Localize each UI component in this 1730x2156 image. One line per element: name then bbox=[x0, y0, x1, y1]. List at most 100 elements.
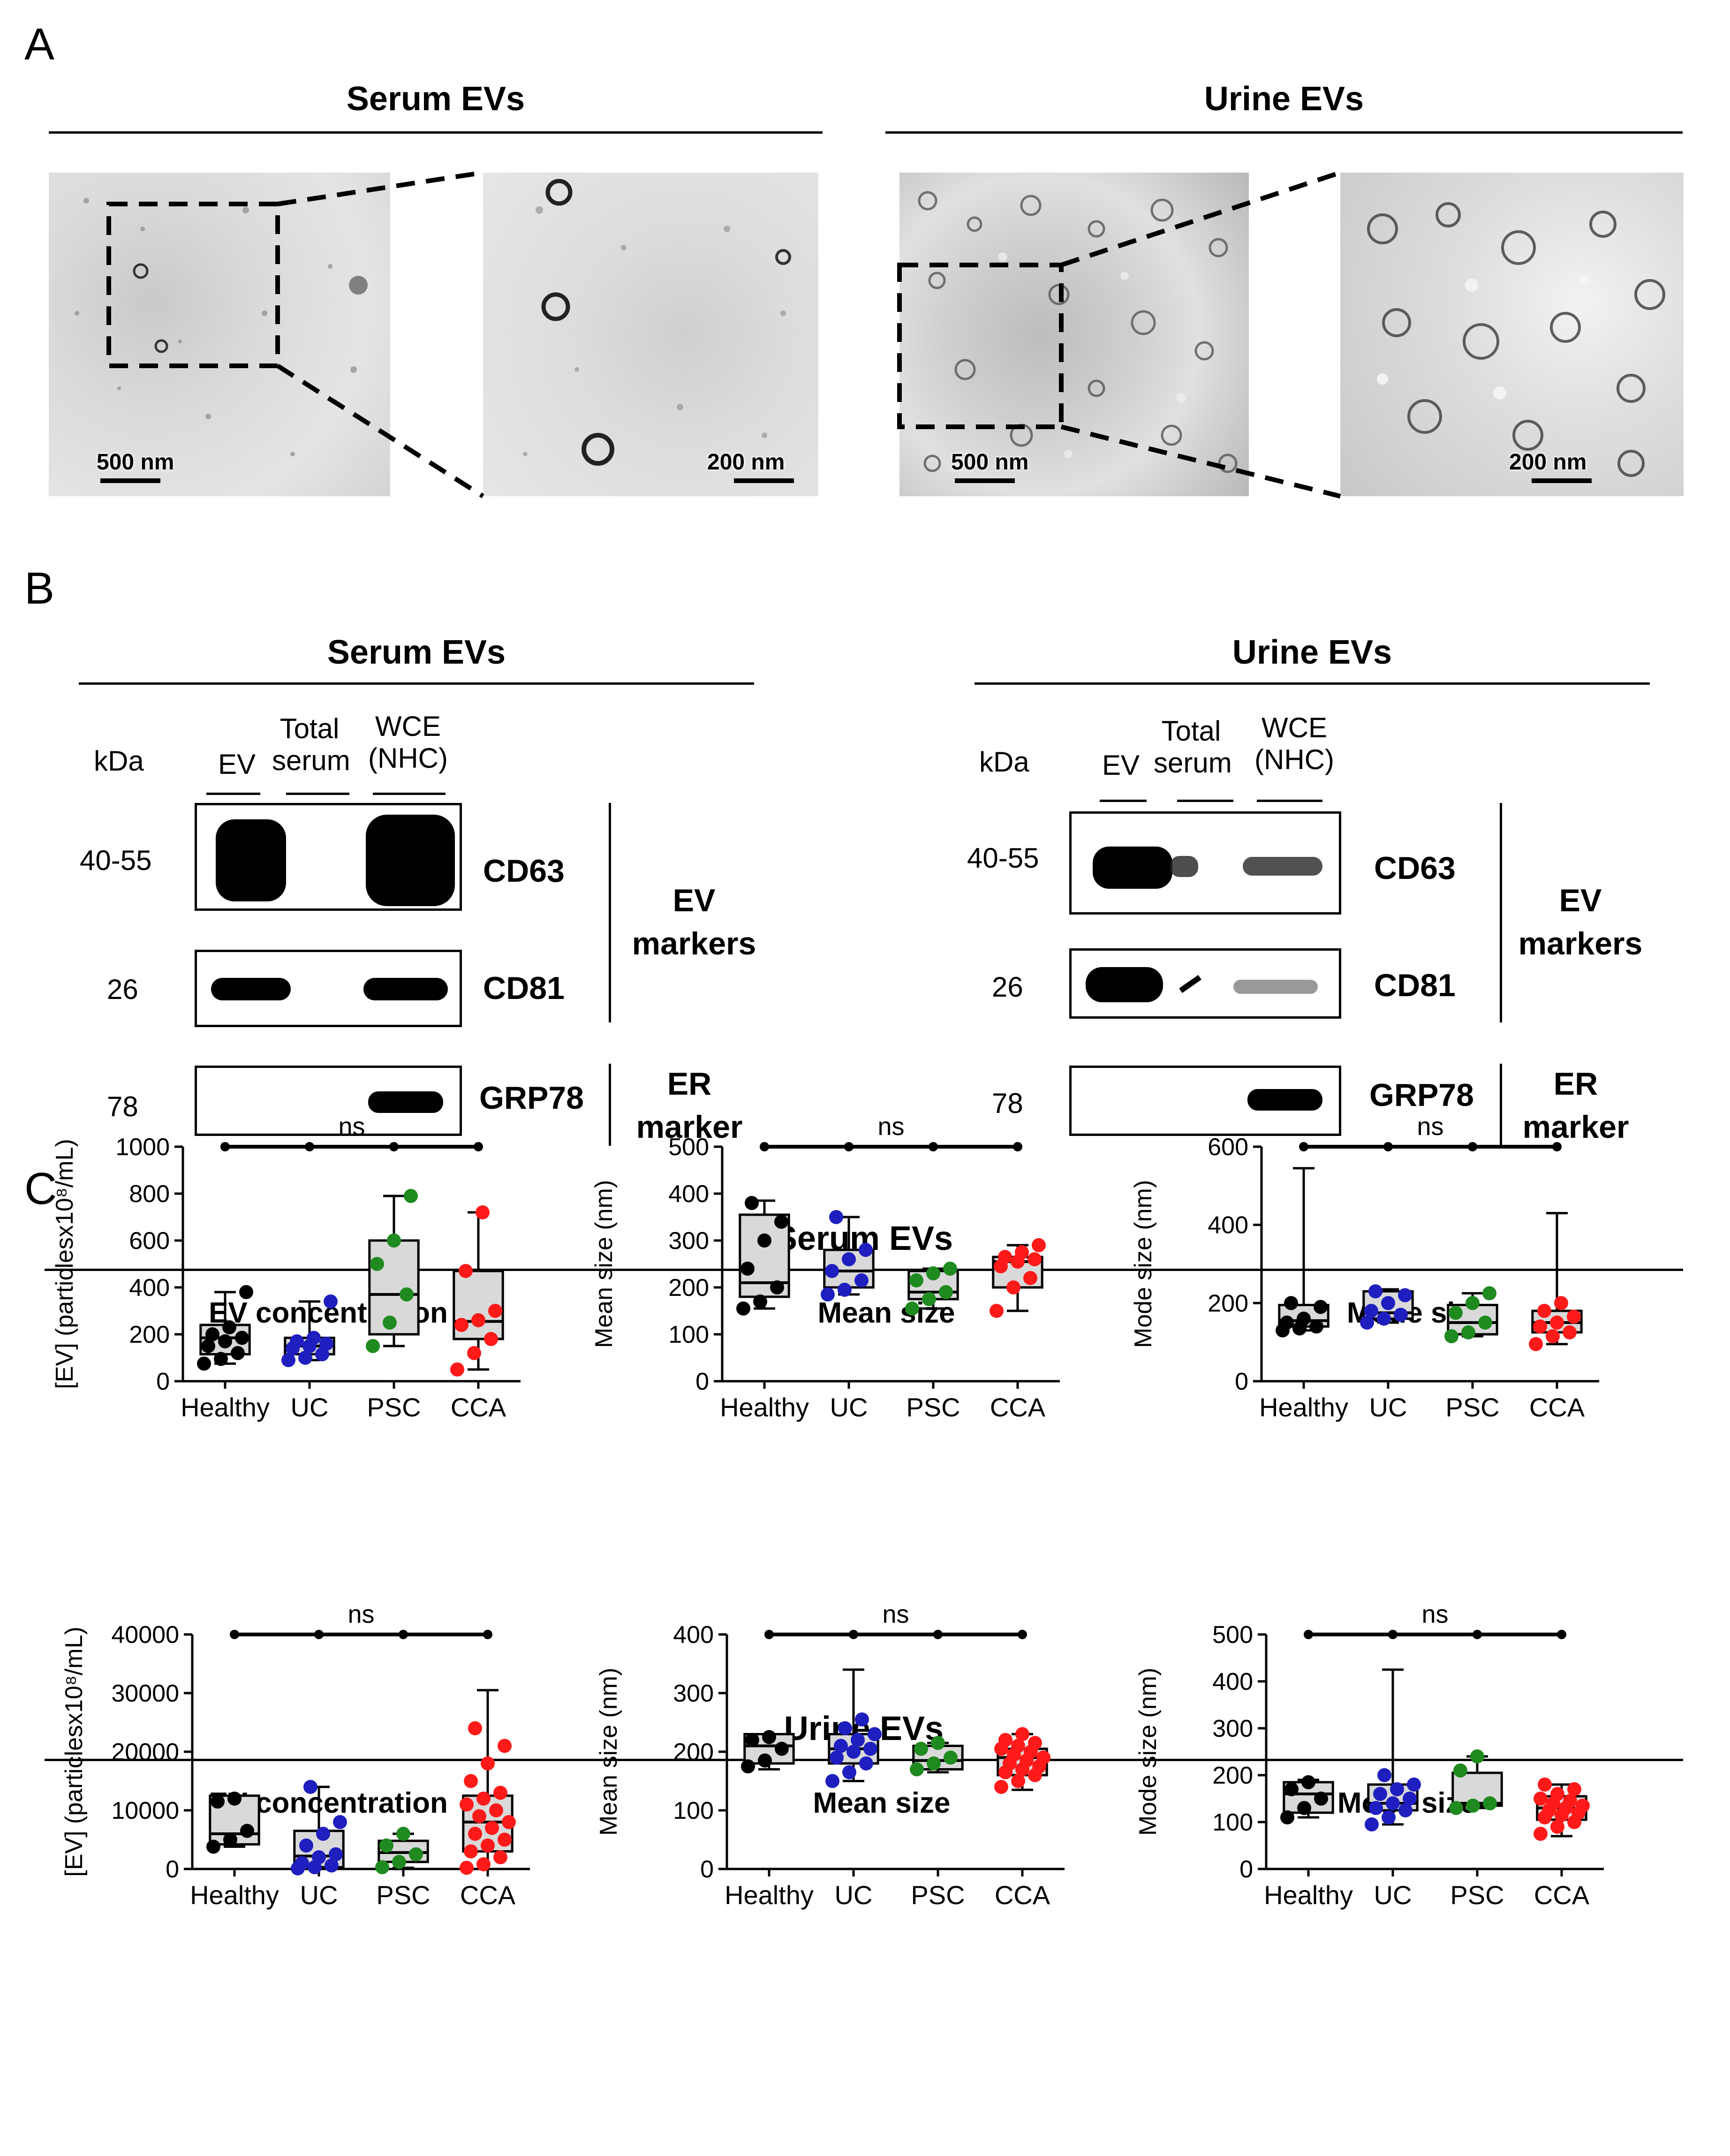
significance-dot bbox=[1468, 1142, 1477, 1151]
data-point bbox=[842, 1252, 856, 1266]
lane-divider bbox=[1257, 800, 1322, 802]
panel-b-letter: B bbox=[24, 563, 55, 613]
x-tick-label: Healthy bbox=[720, 1392, 809, 1422]
data-point bbox=[290, 1334, 304, 1348]
data-point bbox=[481, 1838, 495, 1853]
data-point bbox=[1381, 1296, 1395, 1310]
data-point bbox=[1478, 1316, 1492, 1330]
data-point bbox=[914, 1741, 928, 1756]
kda-label: kDa bbox=[94, 745, 144, 777]
x-tick-label: PSC bbox=[911, 1880, 965, 1910]
data-point bbox=[493, 1785, 507, 1800]
x-tick-label: CCA bbox=[990, 1392, 1046, 1422]
data-point bbox=[1576, 1799, 1590, 1813]
x-tick-label: Healthy bbox=[1264, 1880, 1353, 1910]
zoom-guides bbox=[106, 170, 1341, 499]
data-point bbox=[922, 1292, 936, 1306]
data-point bbox=[396, 1827, 410, 1841]
data-point bbox=[197, 1356, 211, 1371]
data-point bbox=[909, 1273, 923, 1287]
data-point bbox=[1537, 1304, 1551, 1318]
y-tick-label: 20000 bbox=[111, 1739, 179, 1766]
em-image-urine-zoom: 200 nm bbox=[1340, 173, 1684, 496]
data-point bbox=[1382, 1810, 1396, 1824]
scale-bar bbox=[1532, 478, 1592, 483]
data-point bbox=[392, 1855, 406, 1869]
significance-dot bbox=[929, 1142, 938, 1151]
data-point bbox=[868, 1727, 882, 1741]
data-point bbox=[745, 1733, 759, 1747]
y-tick-label: 0 bbox=[1235, 1368, 1248, 1395]
data-point bbox=[741, 1759, 755, 1774]
x-tick-label: CCA bbox=[995, 1880, 1050, 1910]
x-tick-label: CCA bbox=[1529, 1392, 1585, 1422]
data-point bbox=[222, 1320, 236, 1334]
band bbox=[211, 978, 291, 1000]
lane-divider bbox=[1100, 800, 1147, 802]
y-axis-label: Mode size (nm) bbox=[1134, 1668, 1162, 1836]
panel-a-letter: A bbox=[24, 19, 55, 69]
data-point bbox=[307, 1331, 321, 1345]
data-point bbox=[859, 1756, 873, 1770]
y-tick-label: 400 bbox=[1212, 1668, 1253, 1695]
data-point bbox=[1297, 1311, 1311, 1326]
data-point bbox=[235, 1331, 249, 1345]
data-point bbox=[863, 1741, 877, 1756]
data-point bbox=[467, 1346, 481, 1360]
y-axis-label: Mean size (nm) bbox=[595, 1668, 622, 1836]
data-point bbox=[1365, 1817, 1379, 1831]
significance-dot bbox=[389, 1142, 399, 1151]
significance-dot bbox=[220, 1142, 230, 1151]
data-point bbox=[231, 1346, 245, 1360]
kda-label: kDa bbox=[979, 746, 1029, 778]
data-point bbox=[994, 1780, 1008, 1794]
data-point bbox=[1369, 1801, 1383, 1815]
data-point bbox=[476, 1205, 490, 1219]
protein-label: CD63 bbox=[483, 853, 565, 889]
data-point bbox=[223, 1832, 237, 1847]
significance-dot bbox=[483, 1630, 492, 1639]
data-point bbox=[476, 1857, 491, 1871]
mw-label: 78 bbox=[992, 1088, 1023, 1119]
mw-label: 78 bbox=[107, 1091, 138, 1122]
data-point bbox=[1015, 1727, 1029, 1741]
data-point bbox=[1529, 1337, 1543, 1351]
band bbox=[366, 815, 455, 906]
data-point bbox=[468, 1827, 482, 1841]
scale-bar-label: 200 nm bbox=[1509, 450, 1587, 475]
y-tick-label: 0 bbox=[166, 1856, 179, 1883]
data-point bbox=[838, 1283, 852, 1297]
data-point bbox=[498, 1739, 512, 1753]
data-point bbox=[366, 1339, 380, 1353]
lane-label-wce: WCE (NHC) bbox=[1254, 712, 1334, 775]
data-point bbox=[460, 1861, 474, 1875]
x-tick-label: UC bbox=[1374, 1880, 1412, 1910]
y-tick-label: 600 bbox=[1208, 1134, 1248, 1161]
data-point bbox=[1377, 1768, 1391, 1782]
y-tick-label: 600 bbox=[129, 1227, 170, 1255]
data-point bbox=[1036, 1750, 1050, 1765]
band bbox=[1243, 857, 1322, 876]
data-point bbox=[1015, 1245, 1029, 1259]
data-point bbox=[383, 1316, 397, 1330]
data-point bbox=[488, 1304, 502, 1318]
panel-b-urine-underline bbox=[975, 682, 1650, 685]
significance-dot bbox=[474, 1142, 483, 1151]
data-point bbox=[829, 1210, 843, 1224]
scale-bar-label: 500 nm bbox=[951, 450, 1029, 475]
significance-dot bbox=[760, 1142, 769, 1151]
data-point bbox=[770, 1280, 784, 1294]
data-point bbox=[1449, 1801, 1463, 1815]
x-tick-label: UC bbox=[830, 1392, 868, 1422]
bracket-line bbox=[609, 803, 611, 1022]
scale-bar-label: 200 nm bbox=[707, 450, 785, 475]
significance-dot bbox=[849, 1630, 858, 1639]
data-point bbox=[1032, 1238, 1046, 1252]
panel-b-serum-underline bbox=[79, 682, 754, 685]
y-tick-label: 0 bbox=[156, 1368, 170, 1395]
lane-divider bbox=[286, 793, 349, 795]
blot-cd63-urine bbox=[1069, 811, 1341, 915]
data-point bbox=[736, 1301, 750, 1316]
x-tick-label: PSC bbox=[1450, 1880, 1504, 1910]
y-tick-label: 0 bbox=[1239, 1856, 1253, 1883]
